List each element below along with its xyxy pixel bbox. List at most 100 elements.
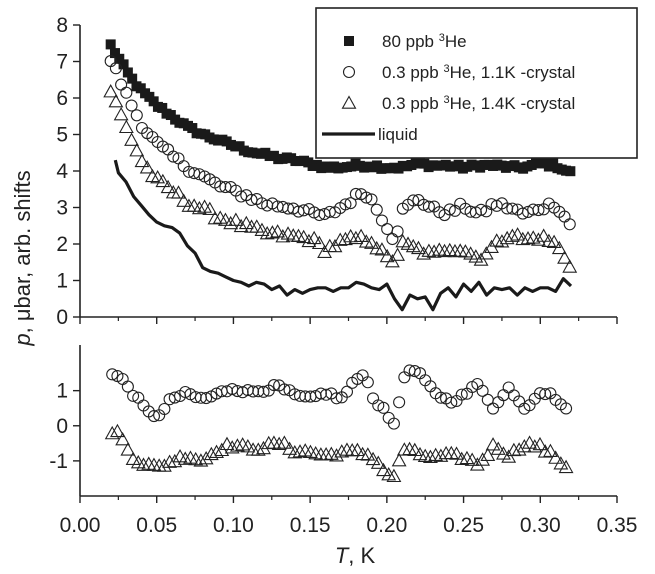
bottom-series-1-point — [271, 436, 287, 450]
top-series-2-point — [364, 235, 379, 249]
bottom-series-1-point — [522, 435, 537, 449]
top-series-2-point — [437, 243, 452, 258]
y-axis-label: p, μbar, arb. shifts — [10, 170, 35, 346]
bottom-series-0-point — [434, 391, 447, 404]
legend-entry: 80 ppb 3He — [382, 32, 467, 51]
top-series-2-point — [254, 222, 270, 236]
top-series-2-point — [311, 235, 327, 250]
top-series-2-point — [233, 218, 249, 233]
top-series-2-point — [557, 250, 572, 264]
bottom-series-0-point — [340, 385, 354, 398]
bottom-panel: 1 0 -1 — [49, 345, 617, 497]
top-series-2-point — [259, 226, 275, 240]
top-series-2-point — [520, 230, 536, 245]
top-series-2-point — [546, 234, 562, 249]
top-series-0-point — [105, 39, 116, 50]
top-series-1-point — [125, 99, 138, 112]
top-series-1-point — [167, 150, 180, 163]
bottom-y-tick-label: 0 — [56, 415, 68, 438]
top-series-0-point — [135, 83, 146, 94]
top-series-2-point — [421, 243, 437, 257]
bottom-series-0-point — [445, 396, 458, 409]
bottom-series-1-point — [146, 457, 162, 471]
bottom-series-1-point — [209, 444, 224, 458]
bottom-series-1-point — [433, 448, 449, 462]
bottom-series-1-point — [490, 441, 506, 455]
top-series-2-point — [238, 215, 254, 230]
bottom-series-1-point — [219, 436, 235, 451]
top-series-0-point — [148, 96, 159, 107]
top-series-2-point — [270, 224, 286, 238]
top-series-2-point — [384, 253, 400, 268]
top-series-2-point — [452, 243, 468, 257]
bottom-series-0-point — [278, 383, 291, 396]
top-series-0-point — [565, 166, 576, 177]
bottom-series-1-point — [407, 442, 423, 457]
bottom-series-1-point — [308, 446, 324, 460]
x-tick-label: 0.30 — [520, 514, 561, 537]
top-series-1-point — [407, 194, 420, 207]
bottom-series-0-point — [533, 387, 547, 400]
top-series-1-point — [381, 222, 394, 236]
legend-entry: 0.3 ppb 3He, 1.1K -crystal — [382, 63, 575, 82]
top-series-2-point — [306, 230, 322, 245]
top-series-1-point — [115, 78, 128, 91]
top-series-1-point — [532, 203, 545, 217]
top-series-1-point — [120, 86, 133, 99]
top-series-2-point — [494, 234, 510, 248]
bottom-series-1-point — [527, 439, 543, 453]
bottom-series-1-point — [141, 456, 157, 470]
top-series-2-point — [515, 231, 531, 246]
bottom-series-1-point — [475, 452, 491, 466]
x-axis-label: T, K — [335, 543, 376, 568]
top-series-2-point — [301, 233, 317, 248]
top-series-2-point — [510, 227, 526, 241]
top-series-2-point — [134, 153, 150, 168]
bottom-series-0-point — [127, 389, 140, 402]
top-series-1-point — [527, 203, 540, 216]
bottom-series-1-point — [177, 451, 193, 465]
bottom-series-0-point — [497, 389, 510, 402]
top-series-1-point — [219, 181, 232, 194]
top-series-2-point — [291, 228, 306, 242]
bottom-series-0-point — [257, 385, 270, 398]
bottom-series-1-point — [287, 445, 303, 459]
top-series-2-point — [103, 84, 119, 98]
bottom-series-1-point — [224, 440, 240, 454]
bottom-series-1-point — [349, 442, 365, 457]
top-series-1-point — [255, 197, 269, 210]
top-series-layer — [103, 39, 578, 312]
bottom-series-1-point — [292, 444, 308, 458]
bottom-y-ticks: 1 0 -1 — [49, 380, 80, 473]
top-series-2-point — [207, 210, 223, 225]
bottom-series-0-point — [179, 385, 192, 399]
legend-entry: 0.3 ppb 3He, 1.4K -crystal — [382, 94, 575, 113]
top-series-1-point — [443, 203, 456, 216]
bottom-series-1-point — [256, 440, 271, 455]
top-series-0-point — [122, 67, 133, 78]
bottom-series-1-point — [193, 453, 209, 467]
top-panel: 0 1 2 3 4 5 6 7 8 — [56, 14, 617, 329]
x-tick-label: 0.25 — [443, 514, 484, 537]
bottom-series-1-point — [229, 438, 245, 452]
top-series-1-point — [370, 203, 383, 216]
bottom-series-1-point — [449, 446, 464, 460]
bottom-series-0-point — [377, 401, 390, 414]
top-series-2-point — [478, 246, 494, 260]
top-y-tick-label: 0 — [56, 306, 68, 329]
bottom-series-0-point — [220, 385, 234, 398]
bottom-series-1-point — [417, 448, 433, 462]
top-series-1-point — [360, 191, 373, 204]
bottom-series-1-point — [558, 459, 574, 474]
x-tick-label: 0.20 — [366, 514, 407, 537]
top-y-tick-label: 7 — [56, 51, 68, 74]
bottom-series-0-point — [320, 388, 333, 401]
top-series-0-point — [157, 102, 168, 113]
top-series-2-point — [155, 173, 171, 188]
bottom-series-0-point — [539, 388, 552, 401]
bottom-series-1-point — [110, 423, 125, 438]
bottom-series-1-point — [329, 448, 344, 462]
top-series-2-point — [202, 201, 218, 215]
top-series-2-point — [223, 215, 239, 230]
top-series-1-point — [375, 214, 388, 227]
